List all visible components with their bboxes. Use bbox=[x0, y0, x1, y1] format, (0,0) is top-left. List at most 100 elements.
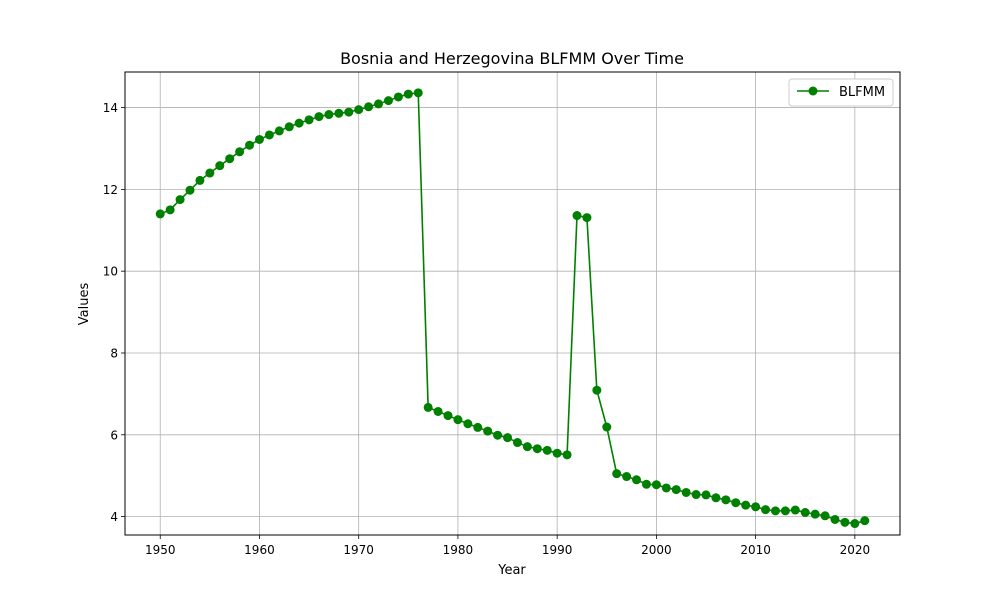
data-point bbox=[254, 134, 264, 144]
data-point bbox=[612, 469, 622, 479]
x-tick-label: 2010 bbox=[740, 543, 771, 557]
y-axis-label: Values bbox=[77, 283, 92, 326]
data-point bbox=[770, 506, 780, 516]
data-point bbox=[790, 505, 800, 515]
data-point bbox=[364, 102, 374, 112]
data-point bbox=[155, 209, 165, 219]
grid bbox=[125, 72, 900, 535]
data-point bbox=[344, 107, 354, 117]
legend-marker-swatch bbox=[808, 86, 818, 96]
data-point bbox=[512, 438, 522, 448]
data-point bbox=[493, 430, 503, 440]
data-point bbox=[751, 502, 761, 512]
x-tick-label: 1990 bbox=[542, 543, 573, 557]
data-point bbox=[324, 110, 334, 120]
data-point bbox=[780, 506, 790, 516]
y-tick-label: 6 bbox=[110, 428, 118, 442]
data-point bbox=[651, 480, 661, 490]
data-point bbox=[463, 419, 473, 429]
x-tick-label: 2000 bbox=[641, 543, 672, 557]
data-point bbox=[661, 483, 671, 493]
data-point bbox=[483, 426, 493, 436]
data-point bbox=[671, 485, 681, 495]
y-tick-label: 4 bbox=[110, 510, 118, 524]
data-point bbox=[374, 99, 384, 109]
y-tick-label: 8 bbox=[110, 346, 118, 360]
data-point bbox=[503, 433, 513, 443]
x-axis-label: Year bbox=[497, 563, 526, 578]
data-point bbox=[175, 195, 185, 205]
legend: BLFMM bbox=[788, 78, 894, 107]
data-point bbox=[830, 514, 840, 524]
y-tick-label: 10 bbox=[103, 265, 118, 279]
data-point bbox=[393, 92, 403, 102]
data-point bbox=[205, 168, 215, 178]
data-point bbox=[304, 115, 314, 125]
data-point bbox=[592, 385, 602, 395]
data-point bbox=[225, 154, 235, 164]
legend-label: BLFMM bbox=[839, 85, 885, 100]
series-line bbox=[159, 92, 865, 525]
data-point bbox=[274, 126, 284, 136]
data-point bbox=[443, 411, 453, 421]
y-tick-label: 12 bbox=[103, 183, 118, 197]
data-point bbox=[284, 122, 294, 132]
data-point bbox=[403, 89, 413, 99]
data-point bbox=[800, 508, 810, 517]
x-tick-label: 1970 bbox=[343, 543, 374, 557]
data-point bbox=[562, 450, 572, 460]
data-point bbox=[354, 105, 364, 115]
data-point bbox=[433, 406, 443, 416]
data-point bbox=[264, 130, 274, 140]
x-tick-label: 2020 bbox=[840, 543, 871, 557]
data-point bbox=[542, 445, 552, 455]
plot-frame bbox=[124, 71, 901, 536]
data-point bbox=[741, 500, 751, 510]
data-point bbox=[701, 490, 711, 500]
data-point bbox=[810, 509, 820, 519]
data-point bbox=[453, 415, 463, 425]
x-axis: 1950 1960 1970 1980 1990 2000 2010 2020 bbox=[145, 535, 870, 557]
data-point bbox=[185, 185, 195, 195]
x-tick-label: 1980 bbox=[443, 543, 474, 557]
data-point bbox=[383, 96, 393, 106]
chart-title: Bosnia and Herzegovina BLFMM Over Time bbox=[340, 49, 684, 68]
data-point bbox=[334, 108, 344, 118]
data-point bbox=[522, 442, 532, 452]
legend-box bbox=[788, 78, 894, 107]
x-tick-label: 1960 bbox=[244, 543, 275, 557]
y-tick-label: 14 bbox=[103, 101, 118, 115]
data-point bbox=[215, 161, 225, 171]
data-point bbox=[235, 147, 245, 157]
data-point bbox=[572, 211, 582, 221]
data-point bbox=[731, 498, 741, 508]
data-point bbox=[840, 517, 850, 527]
data-point bbox=[473, 422, 483, 432]
y-axis: 4 6 8 10 12 14 bbox=[103, 101, 125, 524]
x-tick-label: 1950 bbox=[145, 543, 176, 557]
data-point bbox=[552, 448, 562, 458]
data-point bbox=[721, 495, 731, 505]
data-point bbox=[641, 479, 651, 489]
data-point bbox=[691, 490, 701, 500]
data-point bbox=[632, 475, 642, 485]
data-point bbox=[413, 88, 423, 98]
data-point bbox=[761, 505, 771, 515]
data-point bbox=[711, 493, 721, 503]
data-point bbox=[245, 140, 255, 150]
data-point bbox=[582, 213, 592, 223]
data-point bbox=[423, 402, 433, 412]
data-point bbox=[850, 519, 860, 529]
data-point bbox=[314, 112, 324, 122]
series-layer bbox=[155, 88, 870, 529]
data-point bbox=[532, 444, 542, 454]
data-point bbox=[622, 472, 632, 482]
data-point bbox=[681, 487, 691, 497]
data-point bbox=[820, 511, 830, 521]
data-point bbox=[860, 516, 870, 526]
data-point bbox=[602, 422, 612, 432]
data-point bbox=[165, 205, 175, 215]
data-point bbox=[294, 118, 304, 128]
